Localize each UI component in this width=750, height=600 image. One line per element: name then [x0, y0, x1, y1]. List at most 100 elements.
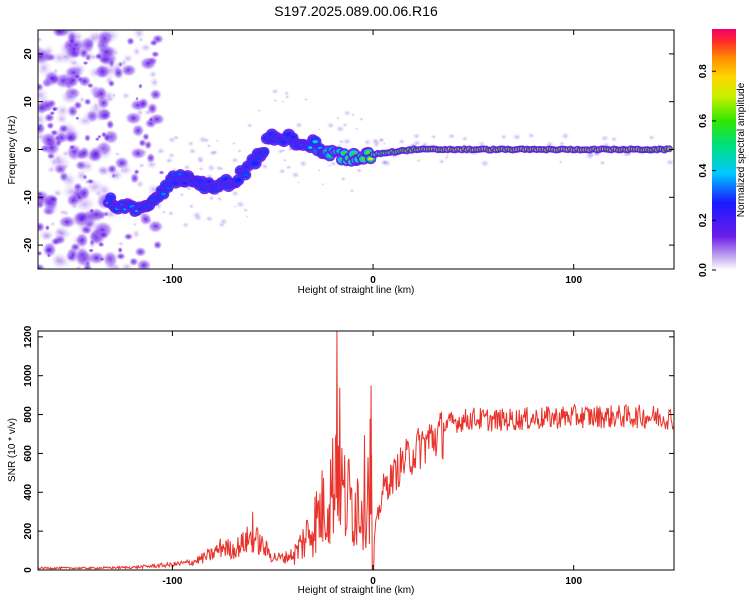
spectral-noise-blob — [107, 79, 116, 88]
spectral-halo-blob — [320, 182, 325, 186]
spectral-halo-blob — [647, 134, 656, 141]
spectral-noise-blob — [114, 60, 125, 70]
spectral-noise-blob — [38, 86, 50, 104]
spectral-noise-blob — [38, 221, 46, 233]
spectral-noise-blob — [72, 80, 78, 87]
spectral-halo-blob — [294, 121, 304, 129]
spectral-halo-blob — [355, 167, 363, 174]
spectral-halo-blob — [363, 138, 372, 146]
spectral-noise-blob — [83, 178, 91, 185]
spectral-halo-blob — [317, 128, 321, 131]
spectral-noise-blob — [70, 106, 77, 112]
spectral-halo-blob — [167, 152, 176, 159]
spectral-noise-blob — [70, 62, 88, 76]
spectral-noise-blob — [94, 52, 104, 61]
colorbar-tick-label: 0.4 — [698, 163, 709, 177]
spectral-halo-blob — [167, 210, 175, 217]
spectral-noise-blob — [78, 96, 86, 104]
spectral-halo-blob — [161, 210, 167, 215]
spectrogram-x-axis-title: Height of straight line (km) — [298, 285, 415, 296]
spectral-halo-blob — [242, 207, 249, 213]
spectral-halo-blob — [246, 122, 254, 129]
spectral-noise-blob — [148, 69, 158, 79]
spectral-halo-blob — [381, 159, 389, 166]
spectral-noise-blob — [145, 159, 159, 170]
spectral-noise-blob — [38, 101, 49, 115]
snr-y-tick-label: 1200 — [23, 325, 34, 348]
spectral-halo-blob — [326, 121, 336, 129]
spectral-noise-blob — [70, 202, 79, 210]
spectrogram-y-tick-label: -20 — [23, 237, 34, 252]
spectral-noise-blob — [100, 110, 108, 116]
spectrogram-y-tick-label: -10 — [23, 190, 34, 205]
spectral-halo-blob — [260, 163, 269, 170]
spectral-noise-blob — [138, 37, 144, 43]
spectral-noise-blob — [60, 171, 78, 189]
spectral-halo-blob — [207, 195, 216, 202]
spectral-halo-blob — [156, 147, 166, 155]
spectral-noise-blob — [39, 131, 59, 148]
snr-y-tick-label: 600 — [23, 445, 34, 462]
spectral-noise-blob — [149, 88, 162, 101]
snr-y-tick-label: 800 — [23, 406, 34, 423]
spectral-noise-blob — [149, 39, 159, 47]
spectral-halo-blob — [284, 94, 291, 100]
spectral-halo-blob — [342, 137, 353, 146]
ridge-core — [341, 151, 347, 155]
spectral-noise-blob — [137, 162, 146, 169]
spectral-noise-blob — [113, 66, 124, 80]
spectral-halo-blob — [257, 108, 262, 113]
spectral-halo-blob — [231, 190, 240, 197]
colorbar-tick-label: 0.2 — [698, 213, 709, 227]
spectral-noise-blob — [49, 221, 56, 227]
spectral-halo-blob — [349, 188, 355, 194]
spectral-noise-blob — [135, 179, 145, 189]
spectral-noise-blob — [98, 42, 110, 51]
spectral-noise-blob — [42, 241, 57, 258]
spectral-noise-blob — [99, 256, 105, 262]
snr-x-tick-label: 100 — [565, 576, 582, 587]
spectrogram-y-axis-title: Frequency (Hz) — [7, 116, 18, 185]
spectral-halo-blob — [382, 142, 387, 146]
spectral-halo-blob — [430, 134, 437, 140]
colorbar-title: Normalized spectral amplitude — [736, 82, 747, 217]
spectral-noise-blob — [149, 76, 160, 88]
ridge-core — [166, 186, 171, 190]
spectral-halo-blob — [416, 158, 422, 163]
snr-y-tick-label: 400 — [23, 483, 34, 500]
spectral-halo-blob — [282, 158, 288, 163]
spectral-halo-blob — [205, 215, 214, 223]
spectral-halo-blob — [206, 143, 212, 149]
spectral-halo-blob — [296, 181, 300, 184]
ridge-core — [365, 150, 371, 154]
snr-y-axis-title: SNR (10 * v/v) — [7, 418, 18, 482]
spectral-noise-layer — [38, 30, 674, 269]
spectral-halo-blob — [444, 155, 449, 160]
spectral-noise-blob — [134, 246, 147, 257]
spectral-noise-blob — [115, 252, 126, 261]
spectral-noise-blob — [58, 209, 67, 216]
spectral-halo-blob — [188, 147, 197, 155]
spectral-halo-blob — [285, 164, 292, 170]
spectral-noise-blob — [94, 137, 100, 142]
spectral-halo-blob — [479, 159, 490, 168]
spectral-noise-blob — [76, 194, 83, 201]
spectral-halo-blob — [340, 176, 347, 182]
spectral-noise-blob — [101, 223, 111, 231]
spectral-noise-blob — [75, 168, 88, 183]
spectral-noise-blob — [148, 116, 154, 123]
colorbar-ticks: 0.0 0.2 0.4 0.6 0.8 — [698, 64, 716, 277]
spectral-halo-blob — [558, 160, 563, 164]
spectral-noise-blob — [103, 30, 113, 40]
spectral-halo-blob — [338, 139, 345, 145]
spectral-noise-blob — [151, 50, 160, 58]
spectral-noise-blob — [142, 132, 150, 141]
spectral-halo-blob — [271, 88, 280, 95]
spectral-noise-blob — [93, 102, 99, 109]
spectral-halo-blob — [412, 132, 421, 140]
spectral-halo-blob — [298, 159, 308, 168]
spectral-halo-blob — [371, 137, 380, 145]
spectral-halo-blob — [167, 136, 177, 144]
spectral-noise-blob — [53, 226, 69, 240]
spectral-halo-blob — [206, 164, 217, 172]
